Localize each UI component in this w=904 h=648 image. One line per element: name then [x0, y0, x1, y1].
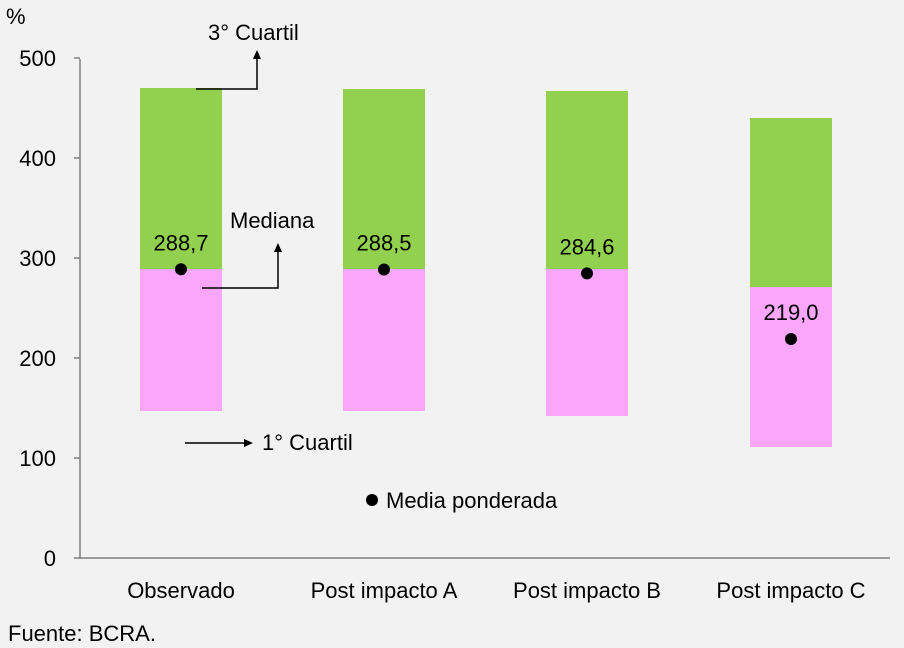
q3-arrow-line	[196, 58, 258, 90]
x-category-label: Post impacto B	[513, 578, 661, 603]
lower-quartile-box	[546, 269, 628, 416]
q3-annotation: 3° Cuartil	[196, 20, 299, 90]
q1-arrow-head	[244, 439, 253, 447]
q1-annotation: 1° Cuartil	[185, 430, 353, 455]
x-category-label: Observado	[127, 578, 235, 603]
y-tick-label: 400	[19, 146, 56, 171]
y-tick-label: 0	[44, 546, 56, 571]
y-tick-label: 300	[19, 246, 56, 271]
lower-quartile-box	[750, 287, 832, 447]
y-tick-label: 100	[19, 446, 56, 471]
x-axis-categories: Observado Post impacto A Post impacto B Pos…	[127, 578, 866, 603]
upper-quartile-box	[546, 91, 628, 269]
upper-quartile-box	[140, 88, 222, 269]
q3-arrow-head	[253, 50, 261, 59]
median-arrow-line	[202, 251, 279, 289]
median-annotation: Mediana	[202, 208, 315, 289]
mean-data-label: 219,0	[763, 300, 818, 325]
lower-quartile-box	[343, 269, 425, 411]
mean-data-label: 288,5	[356, 231, 411, 256]
median-annotation-label: Mediana	[230, 208, 315, 233]
mean-legend-label: Media ponderada	[386, 488, 558, 513]
mean-data-label: 284,6	[559, 234, 614, 259]
y-tick-label: 500	[19, 46, 56, 71]
source-note: Fuente: BCRA.	[8, 621, 156, 646]
mean-marker	[785, 333, 797, 345]
quartile-boxes	[140, 88, 832, 447]
y-axis-ticks: 0 100 200 300 400 500	[19, 46, 80, 571]
mean-markers: 288,7 288,5 284,6 219,0	[153, 230, 819, 345]
x-category-label: Post impacto C	[716, 578, 865, 603]
mean-legend-marker	[366, 494, 378, 506]
lower-quartile-box	[140, 269, 222, 411]
q1-annotation-label: 1° Cuartil	[262, 430, 353, 455]
x-category-label: Post impacto A	[311, 578, 458, 603]
mean-marker	[378, 263, 390, 276]
y-tick-label: 200	[19, 346, 56, 371]
q3-annotation-label: 3° Cuartil	[208, 20, 299, 45]
mean-marker	[175, 263, 187, 276]
upper-quartile-box	[750, 118, 832, 287]
upper-quartile-box	[343, 89, 425, 269]
median-arrow-head	[274, 243, 282, 252]
mean-marker	[581, 267, 593, 280]
y-unit-label: %	[6, 4, 26, 29]
mean-legend: Media ponderada	[366, 488, 558, 513]
mean-data-label: 288,7	[153, 230, 208, 255]
